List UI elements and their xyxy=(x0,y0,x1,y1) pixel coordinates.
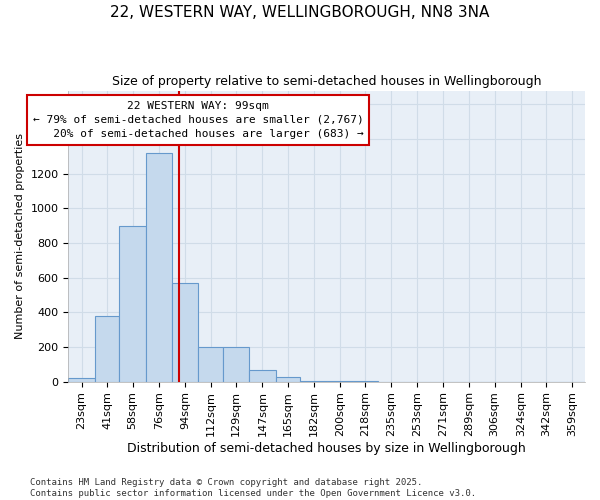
Bar xyxy=(146,153,172,382)
Y-axis label: Number of semi-detached properties: Number of semi-detached properties xyxy=(15,133,25,339)
Text: 22 WESTERN WAY: 99sqm
← 79% of semi-detached houses are smaller (2,767)
   20% o: 22 WESTERN WAY: 99sqm ← 79% of semi-deta… xyxy=(33,101,364,139)
Bar xyxy=(223,347,250,382)
Bar xyxy=(275,378,301,382)
Bar xyxy=(198,347,223,382)
Bar xyxy=(327,380,353,382)
Bar xyxy=(250,370,275,382)
Bar xyxy=(172,283,198,382)
Text: Contains HM Land Registry data © Crown copyright and database right 2025.
Contai: Contains HM Land Registry data © Crown c… xyxy=(30,478,476,498)
Bar xyxy=(68,378,95,382)
Bar xyxy=(301,380,327,382)
Title: Size of property relative to semi-detached houses in Wellingborough: Size of property relative to semi-detach… xyxy=(112,75,541,88)
Bar xyxy=(119,226,146,382)
Text: 22, WESTERN WAY, WELLINGBOROUGH, NN8 3NA: 22, WESTERN WAY, WELLINGBOROUGH, NN8 3NA xyxy=(110,5,490,20)
Bar xyxy=(95,316,119,382)
X-axis label: Distribution of semi-detached houses by size in Wellingborough: Distribution of semi-detached houses by … xyxy=(127,442,526,455)
